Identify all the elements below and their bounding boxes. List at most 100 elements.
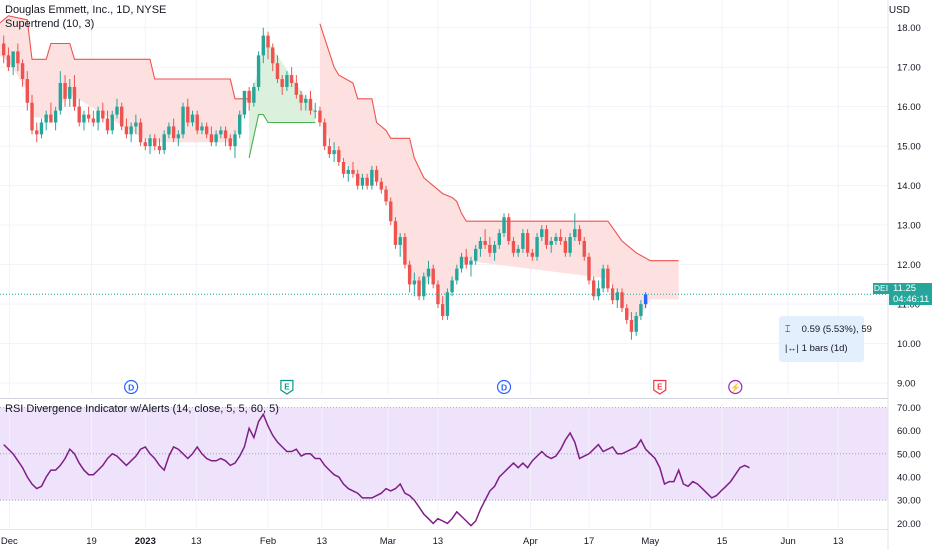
candle: [521, 229, 525, 253]
time-tick-label: 13: [317, 536, 328, 547]
bar-countdown: 04:46:11: [893, 294, 930, 305]
candle: [540, 225, 544, 241]
rsi-tick-label: 50.00: [897, 449, 921, 460]
candle-body: [540, 229, 544, 238]
price-tick-label: 14.00: [897, 181, 921, 192]
candle-body: [478, 240, 483, 249]
candle: [360, 173, 365, 190]
candle-body: [337, 150, 341, 162]
candle: [337, 146, 341, 166]
candle-body: [322, 122, 327, 147]
candle: [384, 185, 388, 206]
candle: [138, 118, 143, 147]
candle-body: [431, 268, 435, 285]
time-tick-label: Feb: [260, 536, 276, 547]
supertrend-legend[interactable]: Supertrend (10, 3): [5, 18, 95, 30]
candle-body: [459, 256, 464, 269]
candle: [86, 106, 91, 123]
candle-body: [549, 240, 553, 245]
candle: [469, 256, 473, 277]
candle-body: [370, 169, 374, 186]
candle-body: [398, 237, 402, 245]
measure-tooltip: ⌶ 0.59 (5.53%), 59 |↔| 1 bars (1d): [779, 316, 872, 362]
candle-body: [49, 114, 53, 123]
candle: [403, 233, 407, 269]
candle: [171, 118, 176, 143]
candle: [351, 161, 355, 178]
candle-body: [11, 51, 15, 68]
candle-body: [304, 98, 308, 103]
candle: [63, 75, 67, 107]
candle-body: [124, 126, 129, 135]
time-tick-label: 2023: [135, 536, 156, 547]
candle-body: [507, 217, 511, 241]
rsi-legend[interactable]: RSI Divergence Indicator w/Alerts (14, c…: [5, 403, 279, 415]
time-tick-label: 13: [191, 536, 202, 547]
candle-body: [592, 280, 596, 297]
candle: [629, 312, 634, 340]
candle-body: [157, 146, 162, 151]
candle-body: [96, 110, 100, 123]
candle-body: [63, 82, 67, 99]
candle: [563, 237, 568, 257]
candle: [455, 264, 459, 285]
earnings-marker[interactable]: E: [280, 379, 294, 395]
candle: [271, 43, 275, 72]
candle: [167, 122, 171, 139]
candle: [195, 110, 199, 135]
candle: [308, 90, 313, 115]
candle: [68, 79, 72, 107]
price-tick-label: 18.00: [897, 23, 921, 34]
measure-bars: 1 bars (1d): [801, 343, 848, 354]
candle: [39, 118, 44, 139]
candle-body: [25, 79, 29, 103]
candle-body: [341, 161, 346, 174]
candle-body: [601, 268, 605, 289]
candle-body: [204, 126, 209, 135]
candle: [374, 165, 379, 186]
candle-body: [573, 229, 577, 238]
candle-body: [365, 177, 369, 186]
candle-body: [153, 138, 157, 147]
time-tick-label: May: [641, 536, 659, 547]
last-price-tag: DEI 11.25 04:46:11: [873, 283, 932, 305]
candle: [233, 130, 237, 159]
candle: [35, 122, 39, 143]
candle: [280, 75, 284, 95]
dividend-marker[interactable]: D: [124, 379, 139, 395]
split-marker[interactable]: ⚡: [728, 379, 743, 395]
rsi-tick-label: 70.00: [897, 403, 921, 414]
candle-body: [110, 114, 114, 131]
candle: [72, 75, 77, 111]
time-tick-label: Apr: [523, 536, 538, 547]
candle: [502, 213, 506, 238]
candle-body: [280, 79, 284, 87]
candle-body: [285, 75, 289, 87]
candle: [6, 47, 11, 72]
rsi-tick-label: 20.00: [897, 519, 921, 530]
earnings-marker[interactable]: E: [653, 379, 667, 395]
candle: [440, 296, 445, 320]
price-tick-label: 11.00: [897, 300, 920, 311]
candle-body: [162, 134, 166, 151]
candle-body: [16, 51, 20, 64]
event-label: E: [284, 382, 290, 391]
candle-body: [261, 35, 265, 56]
candle: [53, 106, 58, 131]
candle: [634, 312, 638, 336]
candle-body: [299, 94, 303, 103]
candle-body: [426, 268, 431, 277]
candle: [204, 122, 209, 139]
candle-body: [625, 308, 629, 320]
price-tick-label: 15.00: [897, 142, 921, 153]
candle-body: [558, 237, 563, 241]
candle: [285, 71, 289, 91]
candle: [530, 248, 535, 261]
dividend-marker[interactable]: D: [496, 379, 512, 395]
candle-body: [200, 126, 204, 131]
candle: [643, 292, 648, 309]
candle: [200, 122, 204, 135]
candle-body: [72, 86, 77, 107]
supertrend-line: [248, 114, 316, 159]
